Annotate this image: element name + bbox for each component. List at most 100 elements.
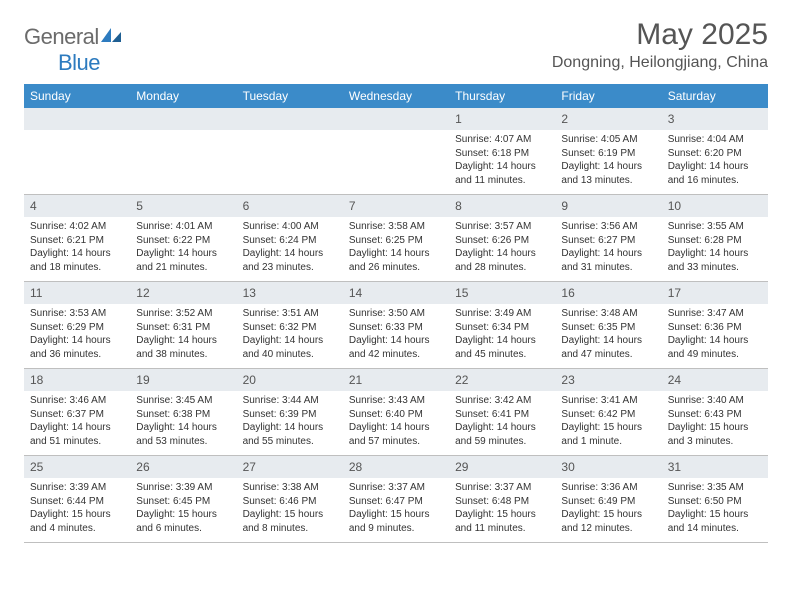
daylight-text: Daylight: 15 hours and 9 minutes. [349,508,443,535]
day-body: Sunrise: 3:44 AMSunset: 6:39 PMDaylight:… [237,391,343,454]
location-text: Dongning, Heilongjiang, China [552,54,768,72]
sunrise-text: Sunrise: 3:48 AM [561,307,655,321]
day-body: Sunrise: 3:48 AMSunset: 6:35 PMDaylight:… [555,304,661,367]
sunset-text: Sunset: 6:42 PM [561,408,655,422]
day-cell: 19Sunrise: 3:45 AMSunset: 6:38 PMDayligh… [130,369,236,455]
day-number: 12 [130,282,236,304]
day-number: 18 [24,369,130,391]
sunset-text: Sunset: 6:22 PM [136,234,230,248]
day-body: Sunrise: 3:52 AMSunset: 6:31 PMDaylight:… [130,304,236,367]
weekday-header: Thursday [449,84,555,108]
day-number: 23 [555,369,661,391]
weekday-header: Saturday [662,84,768,108]
month-title: May 2025 [552,18,768,52]
daylight-text: Daylight: 14 hours and 59 minutes. [455,421,549,448]
sunset-text: Sunset: 6:36 PM [668,321,762,335]
daylight-text: Daylight: 14 hours and 55 minutes. [243,421,337,448]
day-cell: 17Sunrise: 3:47 AMSunset: 6:36 PMDayligh… [662,282,768,368]
logo-sail-icon [101,24,121,50]
sunset-text: Sunset: 6:28 PM [668,234,762,248]
day-body: Sunrise: 3:39 AMSunset: 6:44 PMDaylight:… [24,478,130,541]
daylight-text: Daylight: 15 hours and 14 minutes. [668,508,762,535]
sunset-text: Sunset: 6:29 PM [30,321,124,335]
sunset-text: Sunset: 6:21 PM [30,234,124,248]
calendar: SundayMondayTuesdayWednesdayThursdayFrid… [24,84,768,543]
day-number: 28 [343,456,449,478]
sunset-text: Sunset: 6:50 PM [668,495,762,509]
sunset-text: Sunset: 6:39 PM [243,408,337,422]
sunrise-text: Sunrise: 4:04 AM [668,133,762,147]
day-cell: 16Sunrise: 3:48 AMSunset: 6:35 PMDayligh… [555,282,661,368]
day-number: 4 [24,195,130,217]
day-number: 31 [662,456,768,478]
day-number [130,108,236,130]
daylight-text: Daylight: 14 hours and 28 minutes. [455,247,549,274]
day-cell: 6Sunrise: 4:00 AMSunset: 6:24 PMDaylight… [237,195,343,281]
day-body: Sunrise: 3:55 AMSunset: 6:28 PMDaylight:… [662,217,768,280]
sunrise-text: Sunrise: 3:45 AM [136,394,230,408]
day-body: Sunrise: 3:57 AMSunset: 6:26 PMDaylight:… [449,217,555,280]
day-cell: 26Sunrise: 3:39 AMSunset: 6:45 PMDayligh… [130,456,236,542]
day-number: 1 [449,108,555,130]
day-cell: 3Sunrise: 4:04 AMSunset: 6:20 PMDaylight… [662,108,768,194]
day-number: 11 [24,282,130,304]
weekday-header-row: SundayMondayTuesdayWednesdayThursdayFrid… [24,84,768,108]
weekday-header: Friday [555,84,661,108]
sunset-text: Sunset: 6:40 PM [349,408,443,422]
day-cell: 13Sunrise: 3:51 AMSunset: 6:32 PMDayligh… [237,282,343,368]
day-number: 19 [130,369,236,391]
week-row: 11Sunrise: 3:53 AMSunset: 6:29 PMDayligh… [24,282,768,369]
sunset-text: Sunset: 6:38 PM [136,408,230,422]
day-body: Sunrise: 4:02 AMSunset: 6:21 PMDaylight:… [24,217,130,280]
sunset-text: Sunset: 6:48 PM [455,495,549,509]
daylight-text: Daylight: 14 hours and 16 minutes. [668,160,762,187]
sunrise-text: Sunrise: 3:39 AM [136,481,230,495]
day-body: Sunrise: 3:51 AMSunset: 6:32 PMDaylight:… [237,304,343,367]
day-cell: 9Sunrise: 3:56 AMSunset: 6:27 PMDaylight… [555,195,661,281]
day-body: Sunrise: 4:01 AMSunset: 6:22 PMDaylight:… [130,217,236,280]
sunset-text: Sunset: 6:24 PM [243,234,337,248]
daylight-text: Daylight: 14 hours and 47 minutes. [561,334,655,361]
day-number: 21 [343,369,449,391]
day-cell: 22Sunrise: 3:42 AMSunset: 6:41 PMDayligh… [449,369,555,455]
day-number [24,108,130,130]
sunrise-text: Sunrise: 4:00 AM [243,220,337,234]
sunrise-text: Sunrise: 3:38 AM [243,481,337,495]
daylight-text: Daylight: 14 hours and 51 minutes. [30,421,124,448]
sunset-text: Sunset: 6:20 PM [668,147,762,161]
day-cell: 15Sunrise: 3:49 AMSunset: 6:34 PMDayligh… [449,282,555,368]
sunrise-text: Sunrise: 3:56 AM [561,220,655,234]
day-cell: 11Sunrise: 3:53 AMSunset: 6:29 PMDayligh… [24,282,130,368]
weekday-header: Monday [130,84,236,108]
sunrise-text: Sunrise: 4:07 AM [455,133,549,147]
sunrise-text: Sunrise: 3:57 AM [455,220,549,234]
day-cell: 25Sunrise: 3:39 AMSunset: 6:44 PMDayligh… [24,456,130,542]
daylight-text: Daylight: 14 hours and 36 minutes. [30,334,124,361]
sunrise-text: Sunrise: 3:58 AM [349,220,443,234]
week-row: 25Sunrise: 3:39 AMSunset: 6:44 PMDayligh… [24,456,768,543]
day-number [343,108,449,130]
sunrise-text: Sunrise: 3:44 AM [243,394,337,408]
sunset-text: Sunset: 6:46 PM [243,495,337,509]
day-cell: 14Sunrise: 3:50 AMSunset: 6:33 PMDayligh… [343,282,449,368]
daylight-text: Daylight: 15 hours and 12 minutes. [561,508,655,535]
sunrise-text: Sunrise: 3:39 AM [30,481,124,495]
daylight-text: Daylight: 14 hours and 57 minutes. [349,421,443,448]
day-body: Sunrise: 3:41 AMSunset: 6:42 PMDaylight:… [555,391,661,454]
sunrise-text: Sunrise: 3:51 AM [243,307,337,321]
day-body: Sunrise: 3:35 AMSunset: 6:50 PMDaylight:… [662,478,768,541]
sunset-text: Sunset: 6:33 PM [349,321,443,335]
weeks-container: 1Sunrise: 4:07 AMSunset: 6:18 PMDaylight… [24,108,768,543]
daylight-text: Daylight: 15 hours and 11 minutes. [455,508,549,535]
sunset-text: Sunset: 6:35 PM [561,321,655,335]
sunrise-text: Sunrise: 3:43 AM [349,394,443,408]
day-body: Sunrise: 3:45 AMSunset: 6:38 PMDaylight:… [130,391,236,454]
day-number: 13 [237,282,343,304]
day-number [237,108,343,130]
title-block: May 2025 Dongning, Heilongjiang, China [552,18,768,72]
day-body: Sunrise: 3:37 AMSunset: 6:47 PMDaylight:… [343,478,449,541]
day-cell: 29Sunrise: 3:37 AMSunset: 6:48 PMDayligh… [449,456,555,542]
day-body: Sunrise: 4:07 AMSunset: 6:18 PMDaylight:… [449,130,555,193]
day-body: Sunrise: 3:40 AMSunset: 6:43 PMDaylight:… [662,391,768,454]
sunrise-text: Sunrise: 4:05 AM [561,133,655,147]
